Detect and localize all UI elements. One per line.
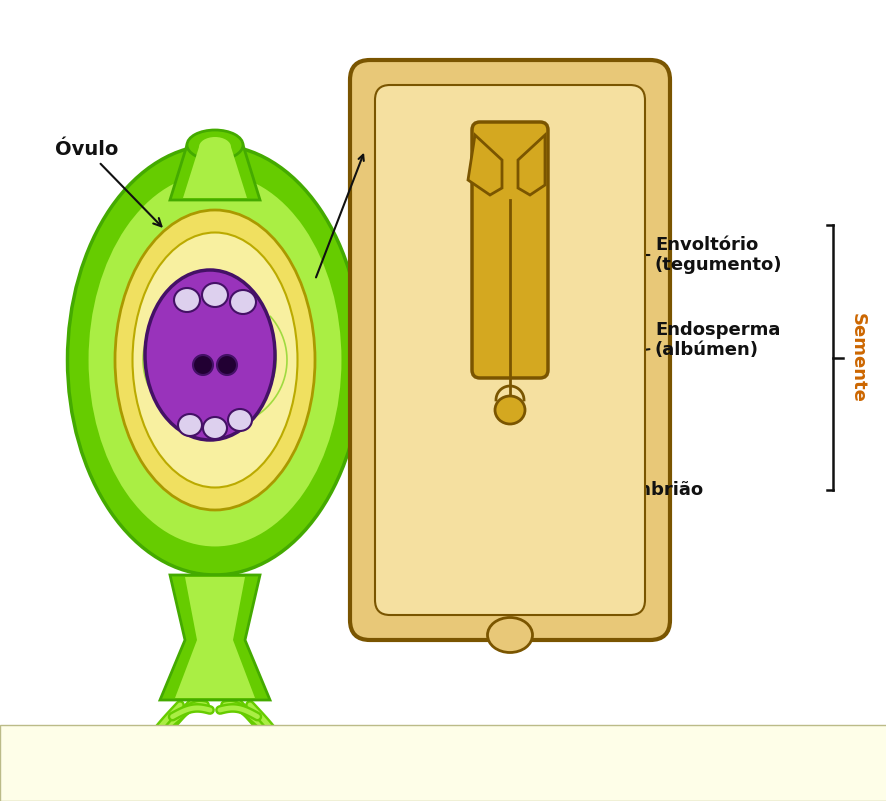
Polygon shape <box>175 577 254 698</box>
Ellipse shape <box>193 355 213 375</box>
Text: Semente: Semente <box>848 312 866 402</box>
Ellipse shape <box>187 130 243 160</box>
Ellipse shape <box>203 417 227 439</box>
Ellipse shape <box>217 355 237 375</box>
Polygon shape <box>170 145 260 200</box>
Ellipse shape <box>132 232 297 488</box>
FancyBboxPatch shape <box>375 85 644 615</box>
Ellipse shape <box>144 270 275 440</box>
Ellipse shape <box>88 172 342 548</box>
FancyBboxPatch shape <box>350 60 669 640</box>
Ellipse shape <box>229 290 256 314</box>
Ellipse shape <box>198 137 230 157</box>
Ellipse shape <box>67 145 362 575</box>
Text: Óvulo: Óvulo <box>55 140 161 227</box>
Ellipse shape <box>178 414 202 436</box>
Ellipse shape <box>174 288 199 312</box>
Polygon shape <box>159 575 269 700</box>
Text: Embrião: Embrião <box>540 441 703 499</box>
Ellipse shape <box>494 396 525 424</box>
Ellipse shape <box>115 210 315 510</box>
Polygon shape <box>183 147 246 198</box>
Ellipse shape <box>202 283 228 307</box>
Text: Envoltório
(tegumento): Envoltório (tegumento) <box>530 235 781 275</box>
FancyBboxPatch shape <box>471 122 548 378</box>
Text: Semente: o embrião é a futura planta.: Semente: o embrião é a futura planta. <box>22 752 473 774</box>
Ellipse shape <box>228 409 252 431</box>
FancyBboxPatch shape <box>0 725 886 801</box>
Polygon shape <box>517 135 544 195</box>
Ellipse shape <box>487 618 532 653</box>
Polygon shape <box>468 135 501 195</box>
Text: Endosperma
(albúmen): Endosperma (albúmen) <box>500 320 780 372</box>
